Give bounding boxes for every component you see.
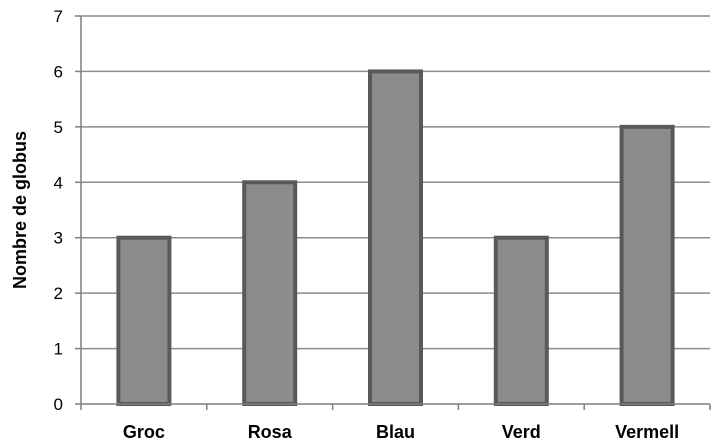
y-tick-label: 5 — [54, 118, 63, 137]
bar — [242, 180, 298, 406]
x-tick-label: Rosa — [248, 422, 293, 442]
bar — [493, 235, 549, 406]
tick-labels: 0 1 2 3 4 5 6 7 Groc Rosa Blau Verd Vermell — [54, 7, 680, 442]
x-tick-label: Blau — [376, 422, 415, 442]
bar — [116, 235, 172, 406]
y-tick-label: 3 — [54, 229, 63, 248]
y-axis-title: Nombre de globus — [10, 131, 30, 289]
x-tick-label: Groc — [123, 422, 165, 442]
y-tick-label: 0 — [54, 395, 63, 414]
y-tick-label: 6 — [54, 62, 63, 81]
bar — [368, 69, 423, 407]
bars — [116, 69, 675, 407]
y-tick-label: 4 — [54, 173, 63, 192]
axes — [75, 15, 711, 410]
x-tick-label: Vermell — [615, 422, 679, 442]
y-tick-label: 2 — [54, 284, 63, 303]
y-tick-label: 7 — [54, 7, 63, 26]
y-tick-label: 1 — [54, 340, 63, 359]
bar — [619, 124, 675, 406]
x-tick-label: Verd — [502, 422, 541, 442]
